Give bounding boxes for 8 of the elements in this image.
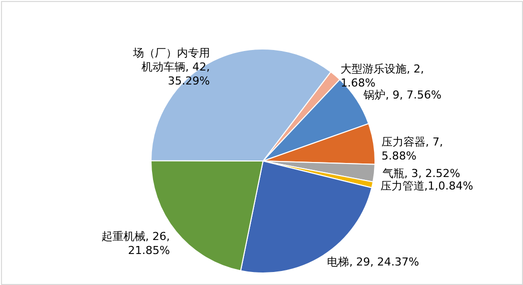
slice-label: 场（厂）内专用机动车辆, 42, 35.29% [132,46,210,88]
slice-label: 电梯, 29, 24.37% [327,255,420,268]
slice-label: 压力容器, 7, 5.88% [382,135,444,162]
slice-label: 锅炉, 9, 7.56% [362,88,442,102]
slice-label: 大型游乐设施, 2, 1.68% [340,62,424,90]
slice-label: 气瓶, 3, 2.52% [382,167,460,180]
slice-label: 起重机械, 26, 21.85% [101,230,170,257]
slice-label: 压力管道,1,0.84% [380,180,474,193]
